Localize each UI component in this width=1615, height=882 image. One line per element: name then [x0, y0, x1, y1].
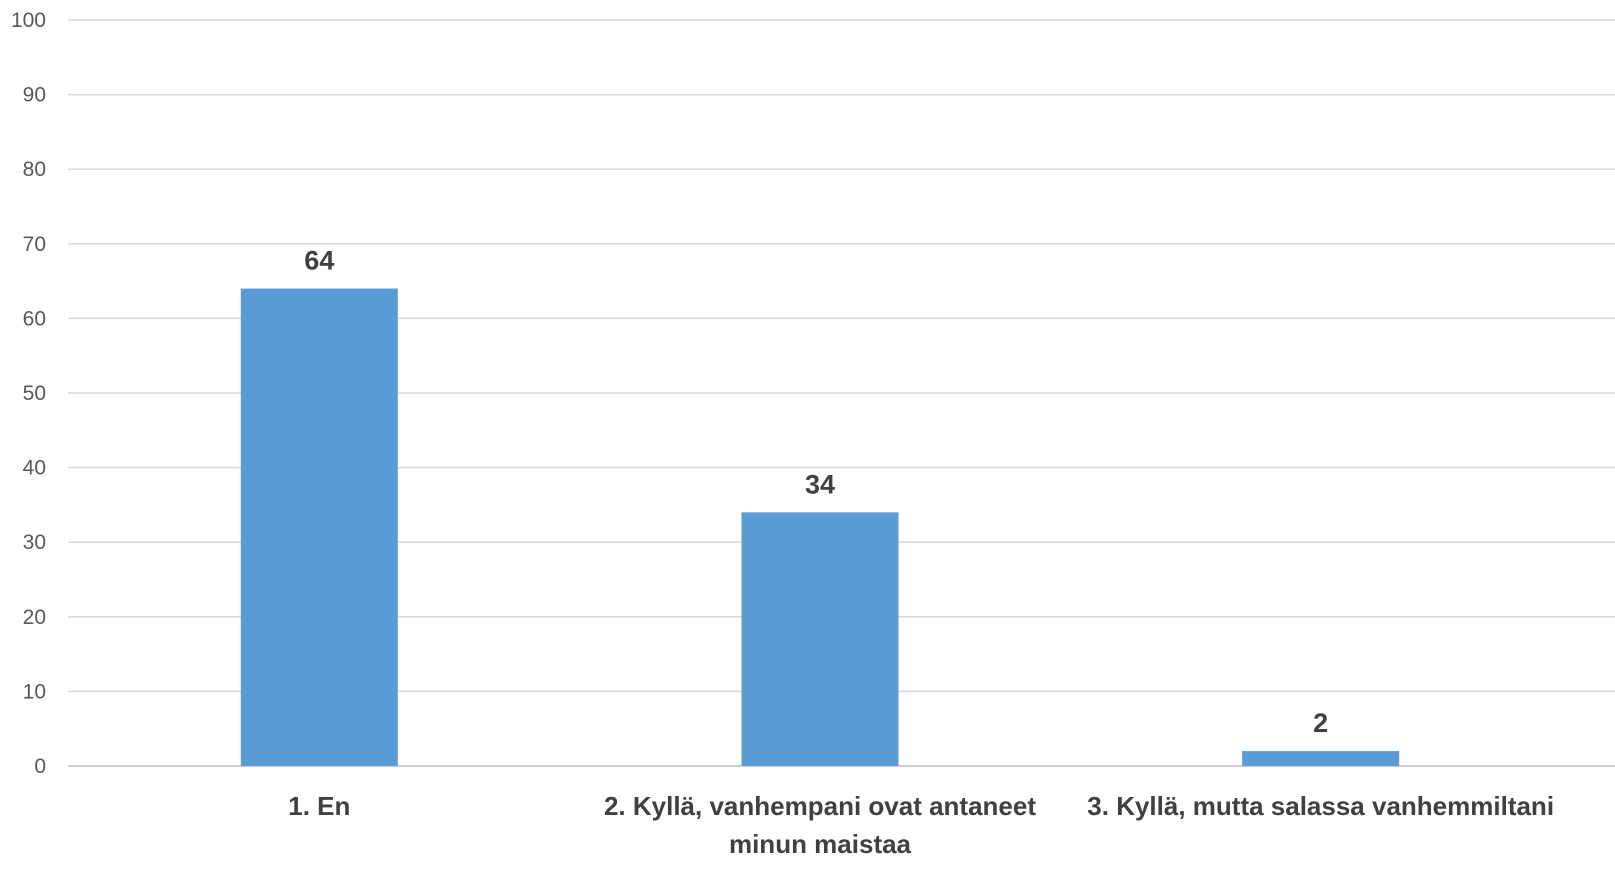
- category-label-3: 3. Kyllä, mutta salassa vanhemmiltani: [1087, 791, 1554, 821]
- y-tick-label-100: 100: [11, 9, 46, 32]
- y-tick-label-0: 0: [34, 755, 46, 778]
- y-tick-label-70: 70: [23, 233, 46, 256]
- category-label-2-line-1: 2. Kyllä, vanhempani ovat antaneet: [604, 791, 1036, 821]
- y-tick-label-10: 10: [23, 680, 46, 703]
- y-tick-label-50: 50: [23, 382, 46, 405]
- y-tick-label-30: 30: [23, 531, 46, 554]
- y-tick-label-90: 90: [23, 84, 46, 107]
- y-tick-label-60: 60: [23, 307, 46, 330]
- category-label-1: 1. En: [288, 791, 350, 821]
- bars: [240, 288, 1400, 766]
- bar-3: [1242, 751, 1400, 766]
- bar-2: [741, 512, 899, 766]
- data-label-2: 34: [805, 469, 835, 499]
- data-label-3: 2: [1313, 708, 1328, 738]
- data-labels: 64 34 2: [304, 246, 1328, 739]
- bar-1: [240, 288, 398, 766]
- y-axis-tick-labels: 0 10 20 30 40 50 60 70 80 90 100: [11, 9, 46, 778]
- data-label-1: 64: [304, 246, 334, 276]
- x-axis-category-labels: 1. En 2. Kyllä, vanhempani ovat antaneet m…: [288, 791, 1554, 859]
- y-tick-label-40: 40: [23, 457, 46, 480]
- category-label-2-line-2: minun maistaa: [729, 829, 912, 859]
- y-tick-label-20: 20: [23, 606, 46, 629]
- y-tick-label-80: 80: [23, 158, 46, 181]
